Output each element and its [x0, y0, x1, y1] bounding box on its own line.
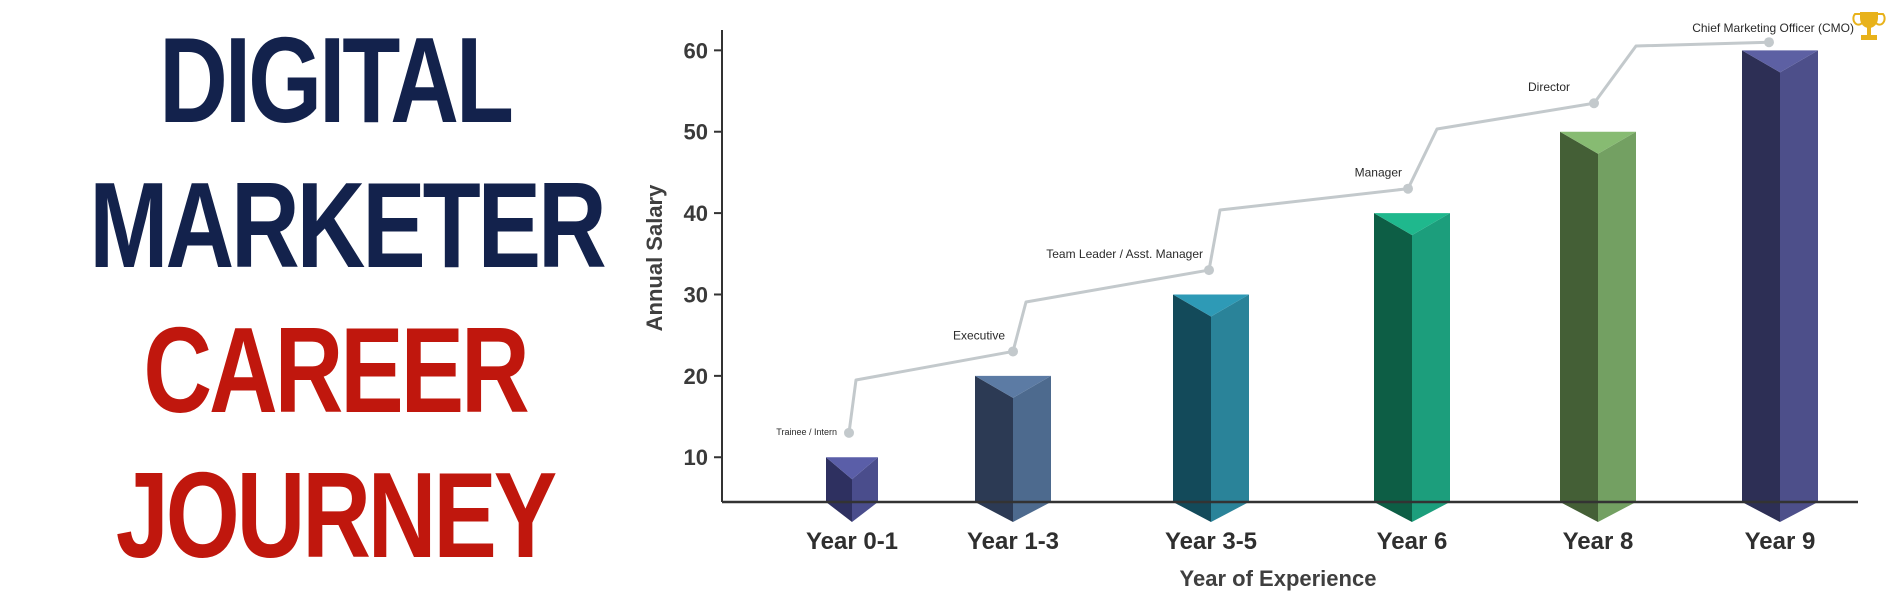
axes-layer	[721, 30, 1858, 504]
title-line-digital: DIGITAL	[159, 12, 514, 148]
bar-1	[975, 375, 1051, 522]
career-point	[1764, 37, 1774, 48]
career-points	[844, 37, 1774, 438]
bar-face-left	[1173, 294, 1211, 522]
x-category-label: Year 3-5	[1165, 528, 1257, 555]
bar-face-right	[1598, 131, 1636, 523]
y-tick-label: 40	[684, 201, 708, 226]
role-label: Manager	[1355, 166, 1402, 180]
role-label: Director	[1528, 80, 1570, 94]
bar-face-right	[1013, 375, 1051, 522]
bar-top	[1742, 50, 1818, 73]
career-point	[844, 427, 854, 438]
x-category-label: Year 0-1	[806, 528, 898, 555]
bar-face-right	[1412, 213, 1450, 522]
role-label: Executive	[953, 328, 1005, 342]
bar-0	[826, 457, 878, 522]
title-line-career: CAREER	[143, 302, 529, 438]
y-tick-label: 20	[684, 364, 708, 389]
career-point	[1204, 265, 1214, 276]
bars-layer	[826, 50, 1818, 523]
bar-top	[1374, 213, 1450, 236]
role-label: Team Leader / Asst. Manager	[1046, 247, 1203, 261]
bar-top	[975, 375, 1051, 398]
title-line-journey: JOURNEY	[115, 447, 557, 583]
bar-face-left	[1374, 213, 1412, 522]
bar-top	[826, 457, 878, 480]
bar-top	[1560, 131, 1636, 154]
bar-face-right	[1780, 50, 1818, 523]
bar-3	[1374, 213, 1450, 522]
title-block: DIGITAL MARKETER CAREER JOURNEY	[20, 10, 650, 590]
bar-5	[1742, 50, 1818, 523]
role-label: Trainee / Intern	[776, 427, 837, 437]
y-axis-title: Annual Salary	[642, 184, 667, 331]
x-category-labels: Year 0-1 Year 1-3 Year 3-5 Year 6 Year 8 Year…	[806, 528, 1815, 555]
x-category-label: Year 1-3	[967, 528, 1059, 555]
y-tick-label: 10	[684, 445, 708, 470]
bar-face-right	[1211, 294, 1249, 522]
y-tick-label: 50	[684, 120, 708, 145]
x-axis-title: Year of Experience	[1180, 566, 1377, 591]
bar-top	[1173, 294, 1249, 317]
career-point	[1589, 98, 1599, 109]
y-tick-label: 60	[684, 38, 708, 63]
role-labels: Trainee / Intern Executive Team Leader / A…	[776, 21, 1854, 437]
title-line-marketer: MARKETER	[89, 157, 606, 293]
bar-4	[1560, 131, 1636, 523]
bar-face-right	[852, 457, 878, 522]
x-category-label: Year 9	[1745, 528, 1816, 555]
career-path-line	[847, 40, 1770, 434]
bar-face-left	[975, 375, 1013, 522]
trophy-icon	[1852, 12, 1886, 40]
y-tick-label: 30	[684, 282, 708, 307]
bar-face-left	[826, 457, 852, 522]
bar-2	[1173, 294, 1249, 522]
bar-face-left	[1560, 131, 1598, 523]
y-ticks: 10 20 30 40 50 60	[684, 38, 722, 470]
role-label: Chief Marketing Officer (CMO)	[1692, 21, 1854, 35]
career-point	[1008, 346, 1018, 357]
bar-face-left	[1742, 50, 1780, 523]
x-category-label: Year 8	[1563, 528, 1634, 555]
career-point	[1403, 183, 1413, 194]
x-category-label: Year 6	[1377, 528, 1448, 555]
